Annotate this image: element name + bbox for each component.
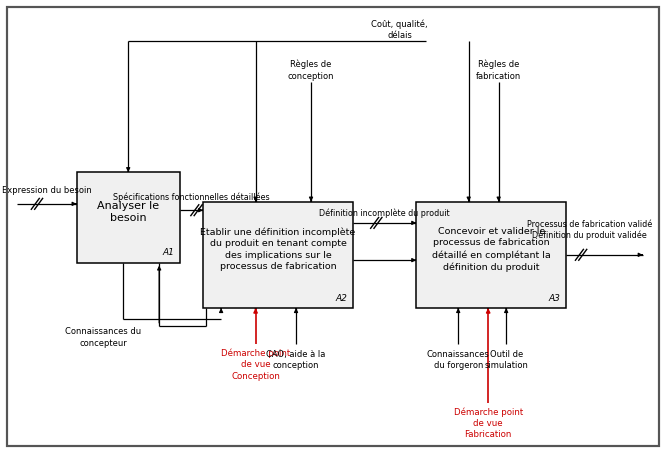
Text: Connaissances du
concepteur: Connaissances du concepteur — [65, 328, 141, 347]
Text: Analyser le
besoin: Analyser le besoin — [97, 201, 159, 223]
Text: A3: A3 — [549, 294, 561, 303]
Bar — [203, 202, 353, 308]
Text: CAO, aide à la
conception: CAO, aide à la conception — [266, 350, 326, 370]
Text: Etablir une définition incomplète
du produit en tenant compte
des implications s: Etablir une définition incomplète du pro… — [200, 227, 356, 271]
Text: Règles de
conception: Règles de conception — [288, 60, 334, 81]
Text: A1: A1 — [163, 248, 174, 257]
Text: A2: A2 — [336, 294, 348, 303]
Text: Démarche point
de vue
Conception: Démarche point de vue Conception — [221, 349, 290, 381]
Text: Processus de fabrication validé
Définition du produit validée: Processus de fabrication validé Définiti… — [527, 220, 652, 240]
Text: Coût, qualité,
délais: Coût, qualité, délais — [371, 19, 428, 40]
Text: Expression du besoin: Expression du besoin — [2, 186, 91, 195]
Text: Définition incomplète du produit: Définition incomplète du produit — [319, 208, 450, 217]
Text: Connaissances
du forgeron: Connaissances du forgeron — [427, 350, 490, 370]
Text: Démarche point
de vue
Fabrication: Démarche point de vue Fabrication — [454, 408, 523, 439]
Bar — [77, 172, 180, 263]
Text: Règles de
fabrication: Règles de fabrication — [476, 60, 521, 81]
Text: Concevoir et valider le
processus de fabrication
détaillé en complétant la
défin: Concevoir et valider le processus de fab… — [432, 227, 551, 272]
Text: Spécifications fonctionnelles détaillées: Spécifications fonctionnelles détaillées — [113, 193, 270, 202]
Text: Outil de
simulation: Outil de simulation — [484, 350, 528, 370]
Bar — [416, 202, 566, 308]
